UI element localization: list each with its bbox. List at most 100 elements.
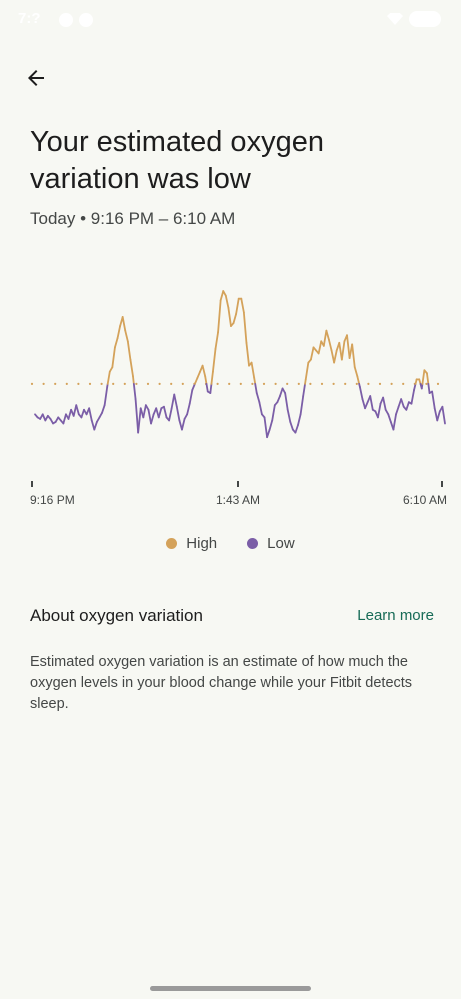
series-segment-high <box>340 340 346 361</box>
series-segment-low <box>175 405 181 422</box>
threshold-dot <box>297 382 300 385</box>
series-segment-low <box>168 407 173 422</box>
threshold-dot <box>100 382 103 385</box>
series-segment-high <box>421 369 426 385</box>
threshold-dot <box>135 382 138 385</box>
series-segment-high <box>356 375 361 385</box>
series-segment-low <box>413 383 417 391</box>
legend-dot-low <box>247 538 259 549</box>
series-segment-high <box>235 297 240 315</box>
threshold-dot <box>425 382 428 385</box>
series-segment-low <box>392 413 397 431</box>
chart-legend: High Low <box>0 535 461 552</box>
series-segment-high <box>193 376 199 385</box>
threshold-dot <box>216 382 219 385</box>
threshold-dot <box>390 382 393 385</box>
threshold-dot <box>54 382 57 385</box>
series-segment-high <box>210 370 214 385</box>
series-segment-low <box>276 395 281 404</box>
home-indicator[interactable] <box>150 986 311 991</box>
threshold-dot <box>65 382 68 385</box>
threshold-dot <box>30 382 34 385</box>
threshold-dot <box>355 382 358 385</box>
series-segment-high <box>353 366 359 378</box>
series-segment-low <box>359 386 364 401</box>
series-segment-low <box>132 383 137 401</box>
battery-icon <box>409 11 441 27</box>
threshold-dot <box>181 382 184 385</box>
series-segment-high <box>232 313 238 324</box>
x-tick-label: 9:16 PM <box>30 493 75 507</box>
series-segment-low <box>279 387 284 397</box>
series-segment-low <box>410 389 415 405</box>
threshold-dot <box>123 382 126 385</box>
series-segment-low <box>103 386 109 407</box>
series-segment-low <box>209 383 213 394</box>
series-segment-low <box>382 396 387 411</box>
series-segment-low <box>157 407 163 419</box>
threshold-dot <box>251 382 254 385</box>
legend-item-low: Low <box>247 535 295 552</box>
threshold-dot <box>146 382 150 385</box>
threshold-dot <box>320 382 324 385</box>
legend-label-low: Low <box>267 535 295 552</box>
threshold-dot <box>436 382 440 385</box>
threshold-dot <box>239 382 242 385</box>
series-segment-low <box>364 401 369 410</box>
legend-dot-high <box>166 538 178 549</box>
series-segment-low <box>369 395 374 411</box>
series-segment-low <box>255 392 261 404</box>
series-segment-low <box>268 419 274 431</box>
series-segment-low <box>88 407 93 422</box>
series-segment-low <box>173 393 178 408</box>
series-segment-low <box>75 404 80 416</box>
series-segment-low <box>405 401 410 411</box>
wifi-icon <box>387 13 403 25</box>
series-segment-high <box>217 299 222 334</box>
x-tick-label: 1:43 AM <box>216 493 260 507</box>
status-icons <box>387 11 441 27</box>
x-axis: 9:16 PM 1:43 AM 6:10 AM <box>30 481 447 507</box>
messenger-icon <box>79 13 93 27</box>
series-segment-low <box>150 413 155 425</box>
series-segment-low <box>142 404 147 419</box>
series-segment-low <box>191 383 196 391</box>
page-title: Your estimated oxygen variation was low <box>30 126 324 195</box>
series-segment-low <box>163 405 168 419</box>
series-segment-low <box>297 413 302 426</box>
series-segment-low <box>181 418 186 431</box>
series-segment-high <box>204 375 208 385</box>
series-segment-low <box>186 402 191 416</box>
series-segment-low <box>254 383 258 394</box>
series-segment-low <box>289 421 294 431</box>
series-segment-low <box>134 398 140 434</box>
legend-label-high: High <box>186 535 218 552</box>
threshold-dot <box>332 382 335 385</box>
series-segment-low <box>361 398 366 410</box>
series-segment-low <box>80 408 85 419</box>
threshold-dot <box>42 382 45 385</box>
status-time: 7:? <box>18 10 41 27</box>
series-segment-low <box>188 389 194 405</box>
series-segment-high <box>426 372 430 385</box>
series-segment-high <box>196 370 201 379</box>
series-segment-high <box>346 334 351 359</box>
series-segment-low <box>62 413 67 425</box>
threshold-line <box>30 382 440 385</box>
series-segment-high <box>310 346 315 361</box>
series-segment-high <box>304 361 310 381</box>
series-segment-high <box>214 331 219 350</box>
chart-series <box>34 290 446 439</box>
series-segment-low <box>395 405 400 416</box>
series-segment-low <box>387 413 392 423</box>
series-segment-high <box>121 316 127 332</box>
series-segment-low <box>258 401 263 416</box>
series-segment-low <box>286 408 292 423</box>
series-segment-high <box>250 361 256 379</box>
arrow-left-icon <box>28 70 44 86</box>
threshold-dot <box>112 382 115 385</box>
series-segment-high <box>201 364 207 378</box>
learn-more-link[interactable]: Learn more <box>357 607 434 624</box>
series-segment-high <box>227 306 232 327</box>
back-button[interactable] <box>18 60 54 96</box>
